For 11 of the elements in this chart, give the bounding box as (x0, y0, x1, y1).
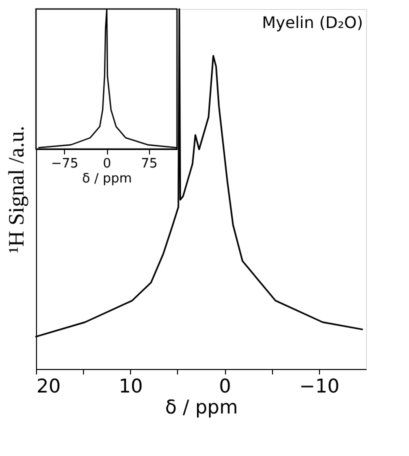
x-tick-label: 75 (141, 156, 158, 172)
x-axis-title: δ / ppm (165, 396, 238, 418)
x-tick-label: 20 (36, 376, 61, 398)
x-tick-label: 10 (118, 376, 143, 398)
x-axis-title: δ / ppm (82, 172, 132, 186)
x-tick-label: −10 (299, 376, 340, 398)
x-tick-label: 0 (219, 376, 232, 398)
x-tick-label: −75 (50, 156, 78, 172)
y-axis-title: ¹H Signal /a.u. (4, 126, 28, 254)
annotation: Myelin (D₂O) (262, 13, 363, 32)
x-tick-label: 0 (102, 156, 112, 172)
